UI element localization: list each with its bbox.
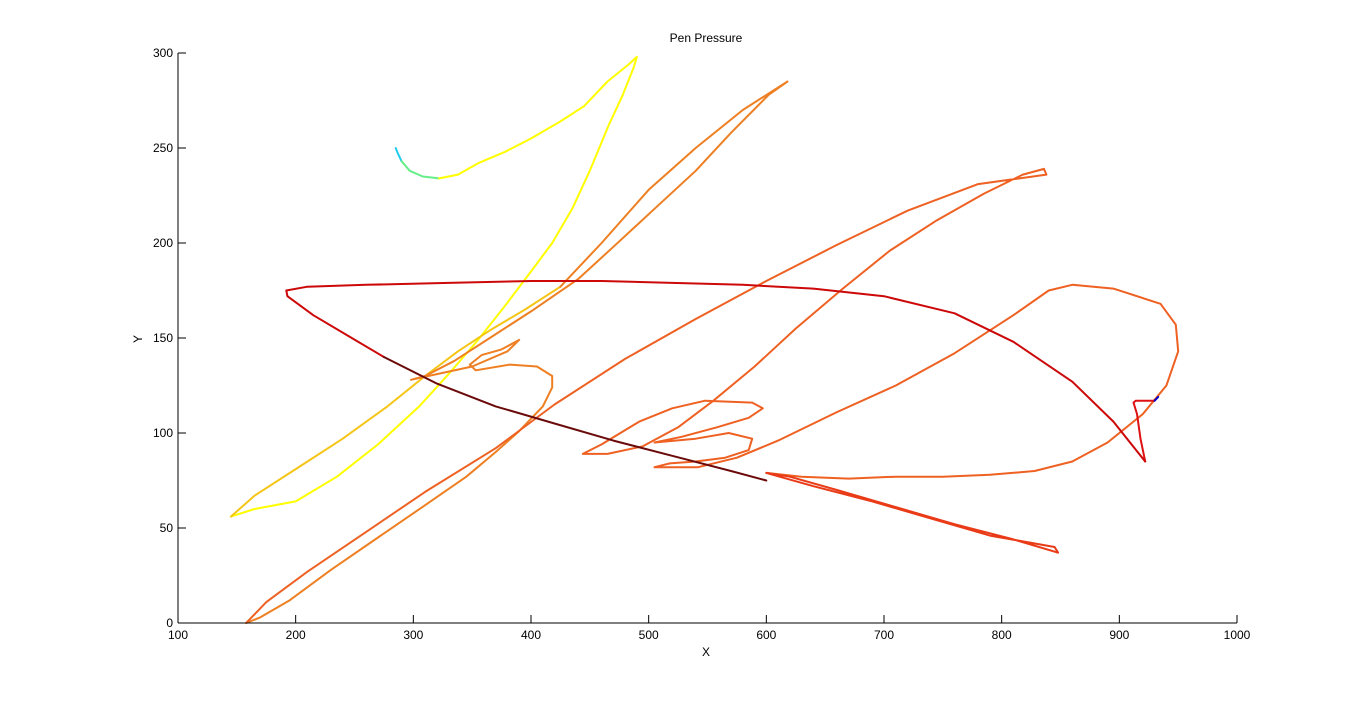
x-tick-label: 400 [521,628,541,642]
y-tick-label: 250 [153,141,173,155]
y-tick-label: 50 [160,521,174,535]
pen-stroke-segment-9 [285,280,1147,463]
x-tick-label: 600 [756,628,776,642]
x-tick-label: 700 [874,628,894,642]
y-tick-label: 300 [153,46,173,60]
y-tick-label: 200 [153,236,173,250]
x-tick-label: 100 [168,628,188,642]
pen-stroke-segment-10 [382,356,768,482]
x-tick-label: 1000 [1224,628,1251,642]
chart-title: Pen Pressure [670,31,743,45]
pen-stroke-segment-4 [229,285,562,518]
x-tick-label: 200 [286,628,306,642]
x-tick-label: 900 [1109,628,1129,642]
pen-stroke-segment-11 [1153,395,1160,402]
pen-stroke-segment-2 [400,160,441,180]
y-tick-label: 0 [166,616,173,630]
x-tick-label: 300 [403,628,423,642]
pen-stroke-segment-8 [1132,399,1156,463]
y-tick-label: 100 [153,426,173,440]
pen-stroke-segment-5 [245,80,789,624]
pen-stroke-segment-3 [229,55,638,518]
y-axis-title: Y [131,335,145,343]
x-tick-label: 500 [639,628,659,642]
x-axis-ticks: 100 200 300 400 500 600 700 800 900 1000 [168,615,1251,642]
x-tick-label: 800 [992,628,1012,642]
pen-strokes [229,55,1180,624]
pen-stroke-segment-1 [394,147,403,163]
y-tick-label: 150 [153,331,173,345]
pen-stroke-segment-7 [765,471,1060,554]
pen-stroke-segment-6 [245,167,1180,624]
y-axis-ticks: 0 50 100 150 200 250 300 [153,46,186,630]
x-axis-title: X [702,645,710,659]
